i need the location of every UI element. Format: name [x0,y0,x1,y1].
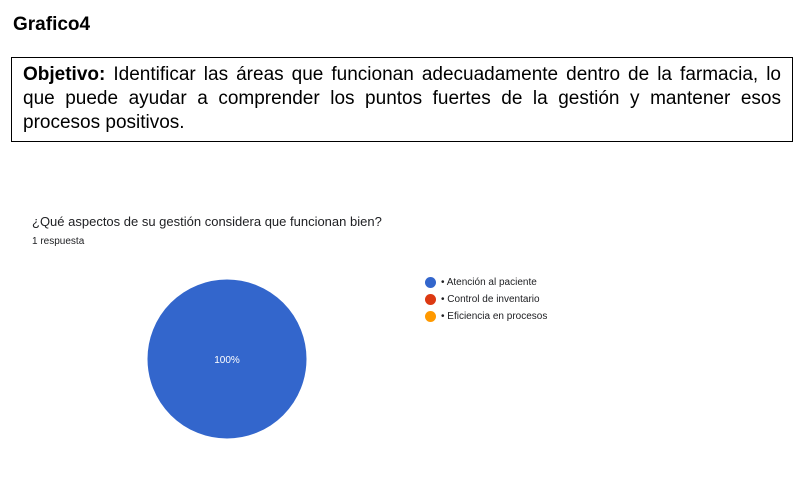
legend-item-2: • Eficiencia en procesos [425,308,547,325]
legend-swatch-0 [425,277,436,288]
legend-label-2: • Eficiencia en procesos [441,311,548,322]
objective-text: Identificar las áreas que funcionan adec… [23,64,781,133]
legend-label-1: • Control de inventario [441,294,540,305]
pie-slice-0 [146,278,308,440]
legend-item-1: • Control de inventario [425,291,547,308]
pie-chart: 100% [146,278,308,440]
legend-label-0: • Atención al paciente [441,277,537,288]
legend-swatch-1 [425,294,436,305]
page-heading: Grafico4 [13,14,91,35]
pie-data-label-0: 100% [214,355,240,366]
chart-title: ¿Qué aspectos de su gestión considera qu… [32,214,382,229]
chart-legend: • Atención al paciente • Control de inven… [425,274,547,325]
legend-item-0: • Atención al paciente [425,274,547,291]
chart-subtitle: 1 respuesta [32,236,85,247]
objective-label: Objetivo: [23,64,106,85]
objective-box: Objetivo: Identificar las áreas que func… [11,57,793,142]
legend-swatch-2 [425,311,436,322]
